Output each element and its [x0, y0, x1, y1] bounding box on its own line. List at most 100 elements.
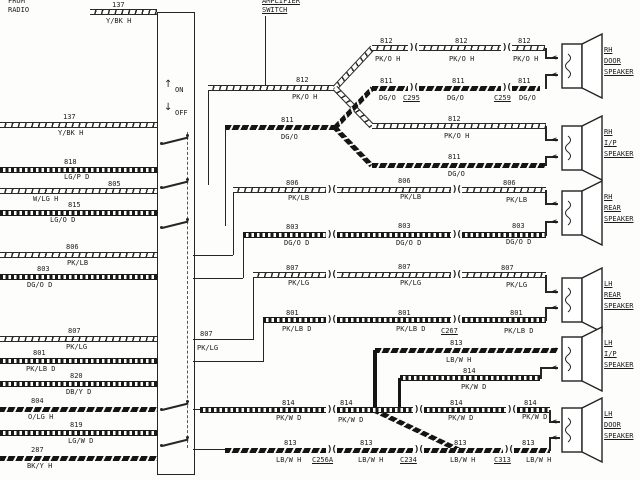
connector-c267-label: C267 [441, 327, 458, 335]
wire-circuit-label: 801 [33, 349, 46, 357]
switch-contact-dot [160, 142, 163, 145]
switch-contact-dot [160, 408, 163, 411]
wire-813 [375, 348, 558, 353]
wire-color-label: DG/O [281, 133, 298, 141]
speaker-label: DOOR [604, 57, 621, 65]
wire-color-label: DG/O [519, 94, 536, 102]
wire-color-label: O/LG H [28, 413, 54, 421]
wire-step [545, 57, 558, 59]
inline-connector: )( [326, 445, 337, 455]
inline-connector: )( [451, 270, 462, 280]
on-label: ON [175, 86, 184, 94]
wire-color-label: PK/LB [400, 193, 422, 201]
wire-color-label: DG/O D [506, 238, 532, 246]
speaker-label: REAR [604, 204, 621, 212]
wire-left-803 [0, 274, 157, 280]
wire-color-label: PK/W D [448, 414, 474, 422]
switch-linkage-dashed-line [187, 132, 188, 448]
inline-connector: )( [501, 43, 512, 53]
routing-line [193, 278, 243, 279]
speaker-icon [561, 266, 603, 334]
routing-line [253, 275, 254, 340]
wire-812 [512, 45, 545, 51]
wire-circuit-label: 807 [68, 327, 81, 335]
wire-color-label: DG/O D [27, 281, 53, 289]
wire-left-287 [0, 456, 157, 461]
switch-contact-dot [186, 400, 189, 403]
routing-line [193, 361, 263, 362]
wire-step [549, 438, 551, 451]
speaker-icon [561, 396, 603, 464]
wire-circuit-label: 815 [68, 201, 81, 209]
wire-color-label: PK/W D [461, 383, 487, 391]
wire-circuit-label: 818 [64, 158, 77, 166]
speaker-icon [561, 32, 603, 100]
wire-left-137-top [90, 9, 157, 15]
wire-color-label: LG/P D [64, 173, 90, 181]
terminal-arrow-icon: < [552, 135, 557, 144]
wire-circuit-label: 811 [281, 116, 294, 124]
wire-color-label: PK/LG [66, 343, 88, 351]
wire-circuit-label: 806 [286, 179, 299, 187]
routing-line [263, 320, 264, 362]
wire-812-branch-up [332, 45, 375, 91]
wire-color-label: DG/O D [396, 239, 422, 247]
wire-color-label: PK/LB [67, 259, 89, 267]
wire-color-label: PK/O H [292, 93, 318, 101]
inline-connector: )( [413, 405, 424, 415]
speaker-label: LH [604, 280, 613, 288]
wire-812-source [208, 85, 338, 91]
terminal-arrow-icon: < [552, 287, 557, 296]
wire-color-label: PK/LB D [396, 325, 426, 333]
from-radio-label-2: RADIO [8, 6, 30, 14]
speaker-icon [561, 325, 603, 393]
wire-step [545, 222, 547, 236]
wire-color-label: LB/W H [450, 456, 476, 464]
wire-circuit-label: 807 [286, 264, 299, 272]
wire-color-label: PK/LG [400, 279, 422, 287]
wire-813 [225, 448, 329, 453]
switch-contact-dot [186, 436, 189, 439]
wire-circuit-label: 806 [503, 179, 516, 187]
speaker-label: RH [604, 46, 613, 54]
routing-line [193, 449, 225, 450]
wire-left-818 [0, 167, 157, 173]
wire-color-label: PK/LB [288, 194, 310, 202]
wire-801 [337, 317, 454, 323]
wire-step [545, 126, 547, 141]
inline-connector: )( [408, 43, 419, 53]
wire-color-label: LB/W H [358, 456, 384, 464]
wire-circuit-label: 803 [512, 222, 525, 230]
wire-811-branch-down [332, 125, 374, 168]
wire-803 [243, 232, 329, 238]
wire-step [545, 48, 547, 59]
wire-color-label: PK/W D [276, 414, 302, 422]
switch-contact-dot [160, 444, 163, 447]
speaker-icon [561, 179, 603, 247]
wire-left-806 [0, 252, 157, 258]
wire-step [549, 410, 551, 423]
terminal-arrow-icon: < [552, 199, 557, 208]
wire-812 [419, 45, 504, 51]
terminal-arrow-icon: < [552, 217, 557, 226]
speaker-label: SPEAKER [604, 432, 634, 440]
wire-step [540, 368, 542, 379]
wire-811-source [225, 125, 338, 130]
switch-contact-dot [186, 218, 189, 221]
wire-color-label: DG/O [448, 170, 465, 178]
switch-contact-dot [186, 178, 189, 181]
wire-step [545, 74, 558, 76]
wire-811 [419, 86, 504, 91]
wire-circuit-label: 804 [31, 397, 44, 405]
wire-color-label: PK/LB D [26, 365, 56, 373]
speaker-label: RH [604, 193, 613, 201]
amplifier-switch-box [157, 12, 195, 475]
inline-connector: )( [451, 315, 462, 325]
speaker-label: REAR [604, 291, 621, 299]
wire-811 [372, 163, 546, 168]
wire-step [549, 437, 560, 439]
wire-color-label: DG/O [379, 94, 396, 102]
wire-color-label: PK/LG [197, 344, 219, 352]
wire-circuit-label: 287 [31, 446, 44, 454]
wire-811 [372, 86, 411, 91]
